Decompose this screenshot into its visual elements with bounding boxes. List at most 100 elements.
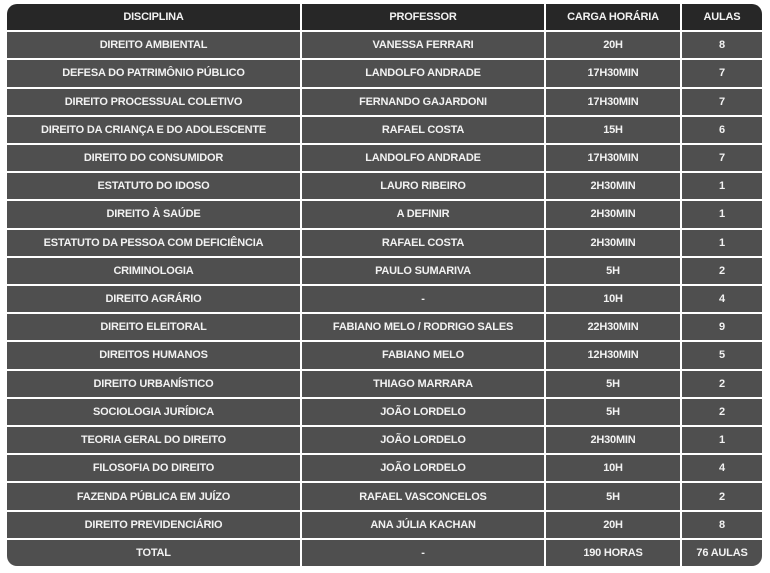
cell-disciplina: TOTAL	[7, 539, 300, 566]
cell-aulas: 1	[682, 201, 762, 228]
table-row: DIREITO ELEITORAL FABIANO MELO / RODRIGO…	[7, 314, 762, 341]
cell-disciplina: DEFESA DO PATRIMÔNIO PÚBLICO	[7, 60, 300, 87]
cell-carga-horaria: 2H30MIN	[546, 173, 680, 200]
cell-aulas: 7	[682, 145, 762, 172]
cell-aulas: 2	[682, 257, 762, 285]
cell-aulas: 7	[682, 88, 762, 115]
cell-aulas: 2	[682, 370, 762, 397]
cell-professor: VANESSA FERRARI	[302, 32, 544, 59]
table-row: DIREITO URBANÍSTICO THIAGO MARRARA 5H 2	[7, 370, 762, 397]
cell-professor: PAULO SUMARIVA	[302, 257, 544, 285]
table-row: SOCIOLOGIA JURÍDICA JOÃO LORDELO 5H 2	[7, 398, 762, 426]
cell-carga-horaria: 2H30MIN	[546, 229, 680, 256]
table-row: DIREITO À SAÚDE A DEFINIR 2H30MIN 1	[7, 201, 762, 228]
table-row: FILOSOFIA DO DIREITO JOÃO LORDELO 10H 4	[7, 455, 762, 482]
cell-carga-horaria: 17H30MIN	[546, 60, 680, 87]
cell-aulas: 2	[682, 398, 762, 426]
cell-aulas: 1	[682, 229, 762, 256]
cell-aulas: 8	[682, 511, 762, 538]
cell-carga-horaria: 5H	[546, 370, 680, 397]
table-total-row: TOTAL - 190 HORAS 76 AULAS	[7, 539, 762, 566]
cell-disciplina: ESTATUTO DA PESSOA COM DEFICIÊNCIA	[7, 229, 300, 256]
cell-carga-horaria: 2H30MIN	[546, 427, 680, 454]
table-row: TEORIA GERAL DO DIREITO JOÃO LORDELO 2H3…	[7, 427, 762, 454]
cell-disciplina: ESTATUTO DO IDOSO	[7, 173, 300, 200]
cell-professor: JOÃO LORDELO	[302, 455, 544, 482]
column-header-aulas: AULAS	[682, 4, 762, 31]
cell-professor: FERNANDO GAJARDONI	[302, 88, 544, 115]
cell-disciplina: DIREITO DO CONSUMIDOR	[7, 145, 300, 172]
column-header-disciplina: DISCIPLINA	[7, 4, 300, 31]
cell-carga-horaria: 10H	[546, 286, 680, 313]
cell-professor: FABIANO MELO / RODRIGO SALES	[302, 314, 544, 341]
table-row: DEFESA DO PATRIMÔNIO PÚBLICO LANDOLFO AN…	[7, 60, 762, 87]
cell-disciplina: DIREITO ELEITORAL	[7, 314, 300, 341]
cell-disciplina: FAZENDA PÚBLICA EM JUÍZO	[7, 483, 300, 510]
cell-aulas: 7	[682, 60, 762, 87]
cell-disciplina: CRIMINOLOGIA	[7, 257, 300, 285]
cell-aulas: 4	[682, 286, 762, 313]
cell-professor: FABIANO MELO	[302, 342, 544, 369]
cell-carga-horaria: 17H30MIN	[546, 88, 680, 115]
cell-aulas: 6	[682, 116, 762, 144]
cell-carga-horaria: 10H	[546, 455, 680, 482]
cell-professor: RAFAEL COSTA	[302, 116, 544, 144]
cell-professor: LANDOLFO ANDRADE	[302, 60, 544, 87]
cell-carga-horaria: 20H	[546, 511, 680, 538]
cell-disciplina: DIREITO PREVIDENCIÁRIO	[7, 511, 300, 538]
cell-carga-horaria: 5H	[546, 398, 680, 426]
cell-disciplina: DIREITO PROCESSUAL COLETIVO	[7, 88, 300, 115]
cell-disciplina: SOCIOLOGIA JURÍDICA	[7, 398, 300, 426]
cell-aulas: 8	[682, 32, 762, 59]
cell-professor: JOÃO LORDELO	[302, 398, 544, 426]
cell-professor: LAURO RIBEIRO	[302, 173, 544, 200]
cell-carga-horaria: 2H30MIN	[546, 201, 680, 228]
cell-carga-horaria: 22H30MIN	[546, 314, 680, 341]
table-row: DIREITOS HUMANOS FABIANO MELO 12H30MIN 5	[7, 342, 762, 369]
cell-disciplina: DIREITO AMBIENTAL	[7, 32, 300, 59]
cell-professor: LANDOLFO ANDRADE	[302, 145, 544, 172]
cell-aulas: 4	[682, 455, 762, 482]
table-row: FAZENDA PÚBLICA EM JUÍZO RAFAEL VASCONCE…	[7, 483, 762, 510]
table-row: DIREITO PREVIDENCIÁRIO ANA JÚLIA KACHAN …	[7, 511, 762, 538]
cell-professor: A DEFINIR	[302, 201, 544, 228]
cell-professor: RAFAEL VASCONCELOS	[302, 483, 544, 510]
cell-disciplina: DIREITO URBANÍSTICO	[7, 370, 300, 397]
cell-professor: JOÃO LORDELO	[302, 427, 544, 454]
cell-professor: -	[302, 539, 544, 566]
cell-aulas: 5	[682, 342, 762, 369]
cell-professor: RAFAEL COSTA	[302, 229, 544, 256]
table-row: DIREITO DA CRIANÇA E DO ADOLESCENTE RAFA…	[7, 116, 762, 144]
cell-disciplina: TEORIA GERAL DO DIREITO	[7, 427, 300, 454]
cell-carga-horaria: 20H	[546, 32, 680, 59]
cell-professor: -	[302, 286, 544, 313]
cell-aulas: 1	[682, 427, 762, 454]
cell-professor: ANA JÚLIA KACHAN	[302, 511, 544, 538]
cell-disciplina: DIREITO À SAÚDE	[7, 201, 300, 228]
cell-carga-horaria: 5H	[546, 483, 680, 510]
column-header-professor: PROFESSOR	[302, 4, 544, 31]
cell-carga-horaria: 190 HORAS	[546, 539, 680, 566]
cell-aulas: 1	[682, 173, 762, 200]
cell-carga-horaria: 5H	[546, 257, 680, 285]
cell-carga-horaria: 15H	[546, 116, 680, 144]
table-row: ESTATUTO DA PESSOA COM DEFICIÊNCIA RAFAE…	[7, 229, 762, 256]
cell-carga-horaria: 12H30MIN	[546, 342, 680, 369]
cell-carga-horaria: 17H30MIN	[546, 145, 680, 172]
table-row: DIREITO PROCESSUAL COLETIVO FERNANDO GAJ…	[7, 88, 762, 115]
cell-disciplina: FILOSOFIA DO DIREITO	[7, 455, 300, 482]
cell-aulas: 76 AULAS	[682, 539, 762, 566]
cell-disciplina: DIREITO DA CRIANÇA E DO ADOLESCENTE	[7, 116, 300, 144]
cell-disciplina: DIREITOS HUMANOS	[7, 342, 300, 369]
cell-aulas: 9	[682, 314, 762, 341]
schedule-table: DISCIPLINA PROFESSOR CARGA HORÁRIA AULAS…	[7, 4, 762, 566]
cell-aulas: 2	[682, 483, 762, 510]
table-row: DIREITO AMBIENTAL VANESSA FERRARI 20H 8	[7, 32, 762, 59]
column-header-carga-horaria: CARGA HORÁRIA	[546, 4, 680, 31]
cell-professor: THIAGO MARRARA	[302, 370, 544, 397]
table-header-row: DISCIPLINA PROFESSOR CARGA HORÁRIA AULAS	[7, 4, 762, 31]
table-row: DIREITO DO CONSUMIDOR LANDOLFO ANDRADE 1…	[7, 145, 762, 172]
cell-disciplina: DIREITO AGRÁRIO	[7, 286, 300, 313]
table-row: CRIMINOLOGIA PAULO SUMARIVA 5H 2	[7, 257, 762, 285]
table-row: DIREITO AGRÁRIO - 10H 4	[7, 286, 762, 313]
